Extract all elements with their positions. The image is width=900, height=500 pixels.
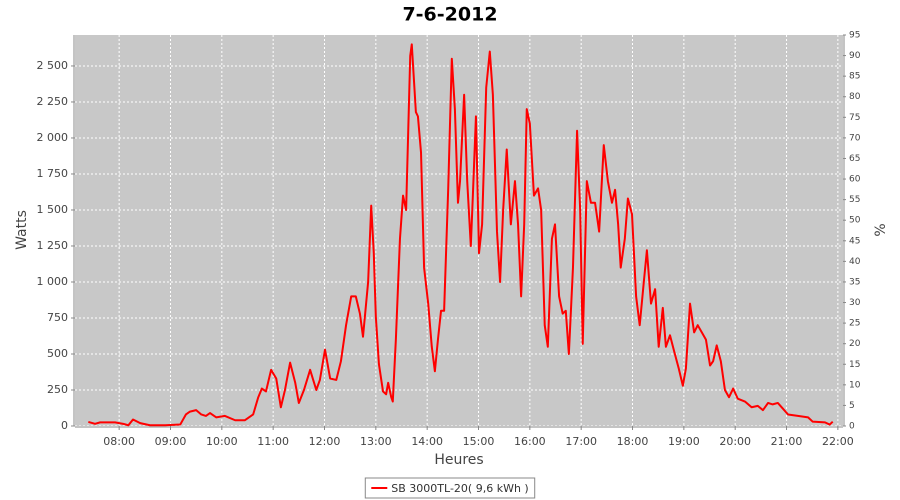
- x-tick-label: 20:00: [719, 435, 751, 448]
- plot-area: [75, 35, 843, 426]
- legend-label: SB 3000TL-20( 9,6 kWh ): [391, 482, 528, 495]
- y2-tick-label: 55: [849, 195, 860, 205]
- x-tick-label: 22:00: [822, 435, 854, 448]
- y2-tick-label: 50: [849, 216, 861, 226]
- y2-tick-label: 5: [849, 401, 855, 411]
- x-axis-title: Heures: [434, 452, 483, 468]
- y-tick-label: 2 500: [37, 59, 69, 72]
- y-tick-label: 1 500: [37, 203, 69, 216]
- x-tick-label: 19:00: [668, 435, 700, 448]
- y2-axis-title: %: [873, 223, 889, 236]
- y2-tick-label: 10: [849, 380, 861, 390]
- y2-tick-label: 70: [849, 133, 861, 143]
- y2-tick-label: 60: [849, 175, 861, 185]
- y2-tick-label: 75: [849, 113, 860, 123]
- y-tick-label: 2 250: [37, 95, 69, 108]
- x-tick-label: 16:00: [514, 435, 546, 448]
- y2-tick-label: 80: [849, 92, 861, 102]
- y2-tick-label: 40: [849, 257, 861, 267]
- y2-tick-label: 25: [849, 319, 860, 329]
- x-tick-label: 08:00: [103, 435, 135, 448]
- y-tick-label: 500: [47, 347, 68, 360]
- y2-tick-label: 65: [849, 154, 860, 164]
- x-tick-label: 09:00: [155, 435, 187, 448]
- y-tick-label: 250: [47, 383, 68, 396]
- y2-tick-label: 35: [849, 277, 860, 287]
- x-tick-label: 12:00: [309, 435, 341, 448]
- x-tick-label: 21:00: [771, 435, 803, 448]
- x-tick-label: 13:00: [360, 435, 392, 448]
- x-tick-label: 10:00: [206, 435, 238, 448]
- y-tick-label: 1 750: [37, 167, 69, 180]
- y2-tick-label: 0: [849, 422, 855, 432]
- y-tick-label: 1 000: [37, 275, 69, 288]
- y-tick-label: 1 250: [37, 239, 69, 252]
- y2-tick-label: 45: [849, 236, 860, 246]
- y2-tick-label: 30: [849, 298, 861, 308]
- y-tick-label: 0: [61, 419, 68, 432]
- y2-tick-label: 85: [849, 72, 860, 82]
- legend-box: [364, 477, 536, 499]
- data-line: [88, 43, 834, 427]
- y2-tick-label: 20: [849, 339, 861, 349]
- x-tick-label: 11:00: [257, 435, 289, 448]
- x-tick-label: 15:00: [463, 435, 495, 448]
- x-tick-label: 18:00: [617, 435, 649, 448]
- x-tick-label: 17:00: [565, 435, 597, 448]
- x-tick-label: 14:00: [411, 435, 443, 448]
- legend: SB 3000TL-20( 9,6 kWh ): [364, 477, 536, 499]
- y2-tick-label: 90: [849, 51, 861, 61]
- y2-tick-label: 95: [849, 31, 860, 41]
- y-tick-label: 2 000: [37, 131, 69, 144]
- y-tick-label: 750: [47, 311, 68, 324]
- y2-tick-label: 15: [849, 360, 860, 370]
- chart-title: 7-6-2012: [402, 4, 497, 26]
- y-axis-title: Watts: [14, 210, 30, 250]
